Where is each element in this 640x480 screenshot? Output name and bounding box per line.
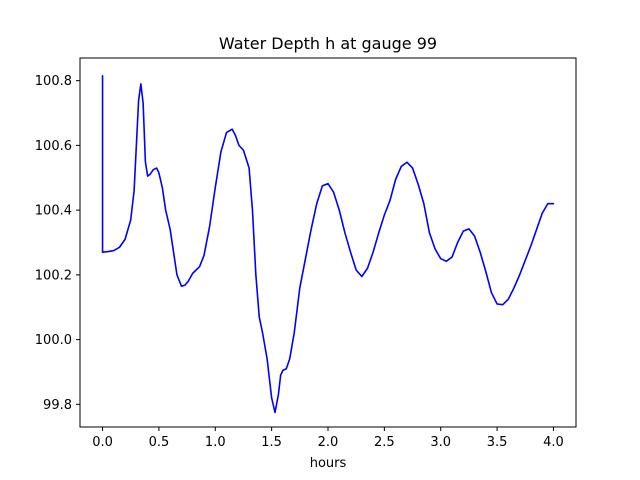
x-tick-label: 0.0: [92, 435, 113, 450]
y-axis: 99.8 100.0 100.2 100.4 100.6 100.8: [35, 74, 80, 413]
y-tick-label: 99.8: [43, 398, 72, 413]
x-tick-label: 3.0: [430, 435, 451, 450]
series-line-0: [101, 75, 555, 414]
y-tick-label: 100.2: [35, 268, 72, 283]
y-tick-label: 100.6: [35, 139, 72, 154]
x-tick-label: 1.5: [261, 435, 282, 450]
chart-title: Water Depth h at gauge 99: [219, 34, 437, 53]
x-tick-label: 2.5: [374, 435, 395, 450]
x-tick-label: 0.5: [149, 435, 170, 450]
x-tick-label: 4.0: [543, 435, 564, 450]
x-axis: 0.0 0.5 1.0 1.5 2.0 2.5 3.0 3.5 4.0: [92, 427, 564, 450]
y-tick-label: 100.0: [35, 333, 72, 348]
x-axis-label: hours: [310, 456, 347, 471]
y-tick-label: 100.8: [35, 74, 72, 89]
x-tick-label: 3.5: [487, 435, 508, 450]
x-tick-label: 2.0: [318, 435, 339, 450]
plot-layer: [101, 75, 555, 414]
y-tick-label: 100.4: [35, 204, 72, 219]
x-tick-label: 1.0: [205, 435, 226, 450]
